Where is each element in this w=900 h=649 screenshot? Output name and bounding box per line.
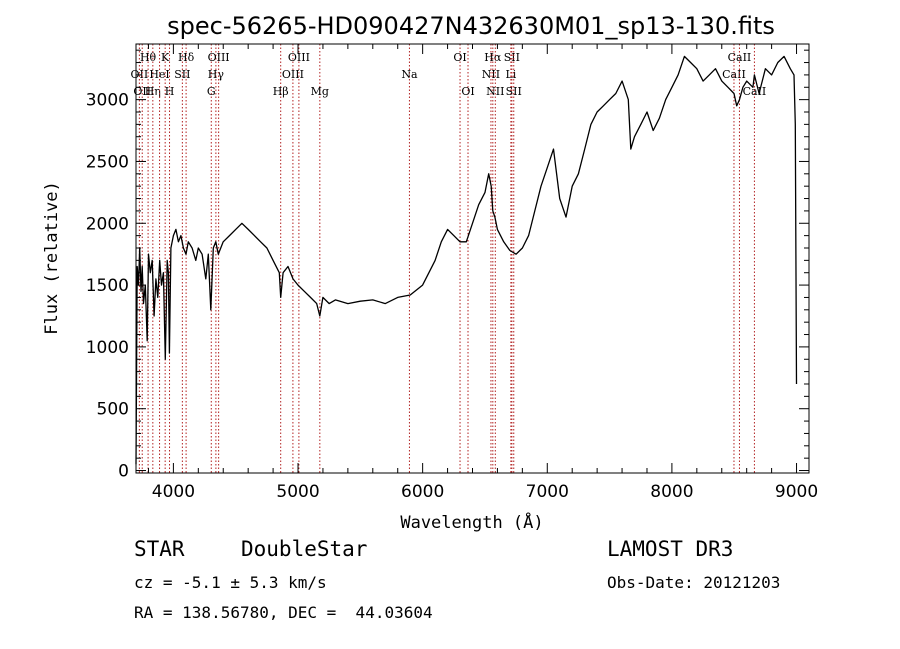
survey-name: LAMOST DR3 — [607, 537, 734, 561]
line-marker-label-7: SII — [174, 68, 190, 81]
line-marker-label-25: CaII — [722, 68, 746, 81]
y-tick-label-6: 3000 — [86, 91, 129, 111]
line-marker-label-13: OIII — [282, 68, 304, 81]
y-tick-label-4: 2000 — [86, 214, 129, 234]
line-marker-label-20: Hα — [484, 51, 502, 64]
line-marker-label-11: OIII — [208, 51, 230, 64]
spectral-line-markers: OIIOIIHθHηHeIKHSIIHδGHγOIIIHβOIIIOIIIMgN… — [131, 44, 767, 473]
plot-frame — [135, 43, 810, 474]
x-tick-label-4: 8000 — [650, 482, 693, 502]
line-marker-label-9: G — [207, 85, 216, 98]
line-marker-label-18: OI — [461, 85, 474, 98]
line-marker-label-27: CaII — [743, 85, 767, 98]
x-tick-label-3: 7000 — [526, 482, 569, 502]
line-marker-label-12: Hβ — [273, 85, 289, 98]
object-subclass: DoubleStar — [241, 537, 368, 561]
line-marker-label-23: SII — [504, 51, 520, 64]
line-marker-label-2: Hθ — [140, 51, 157, 64]
line-marker-label-22: Li — [505, 68, 516, 81]
line-marker-label-21: NII — [486, 85, 504, 98]
observation-date: Obs-Date: 20121203 — [607, 573, 781, 592]
x-tick-label-1: 5000 — [276, 482, 319, 502]
object-class: STAR — [134, 537, 185, 561]
line-marker-label-15: Mg — [311, 85, 329, 98]
line-marker-label-6: H — [165, 85, 175, 98]
y-tick-label-0: 0 — [118, 462, 129, 482]
axis-ticks: 4000 5000 6000 7000 8000 9000 0 500 1000 1500 2000… — [86, 44, 818, 502]
y-tick-label-3: 1500 — [86, 276, 129, 296]
line-marker-label-17: OI — [453, 51, 466, 64]
y-tick-label-1: 500 — [97, 400, 129, 420]
x-tick-label-0: 4000 — [152, 482, 195, 502]
line-marker-label-5: K — [161, 51, 170, 64]
chart-title: spec-56265-HD090427N432630M01_sp13-130.f… — [167, 12, 775, 40]
y-tick-label-5: 2500 — [86, 152, 129, 172]
x-tick-label-5: 9000 — [775, 482, 818, 502]
spectrum-series — [135, 55, 798, 465]
line-marker-label-14: OIII — [288, 51, 310, 64]
line-marker-label-10: Hγ — [208, 68, 225, 81]
line-marker-label-24: SII — [506, 85, 522, 98]
line-marker-label-1: OII — [133, 85, 151, 98]
line-marker-label-4: HeI — [149, 68, 169, 81]
y-axis-label: Flux (relative) — [42, 181, 62, 335]
line-marker-label-19: NII — [482, 68, 500, 81]
line-marker-label-26: CaII — [728, 51, 752, 64]
x-axis-label: Wavelength (Å) — [400, 511, 543, 533]
line-marker-label-8: Hδ — [178, 51, 195, 64]
line-marker-label-16: Na — [401, 68, 418, 81]
redshift-readout: cz = -5.1 ± 5.3 km/s — [134, 573, 327, 592]
x-tick-label-2: 6000 — [401, 482, 444, 502]
line-marker-label-3: Hη — [145, 85, 161, 98]
spectrum-line-0 — [135, 55, 798, 465]
y-tick-label-2: 1000 — [86, 338, 129, 358]
coordinates-readout: RA = 138.56780, DEC = 44.03604 — [134, 603, 433, 622]
